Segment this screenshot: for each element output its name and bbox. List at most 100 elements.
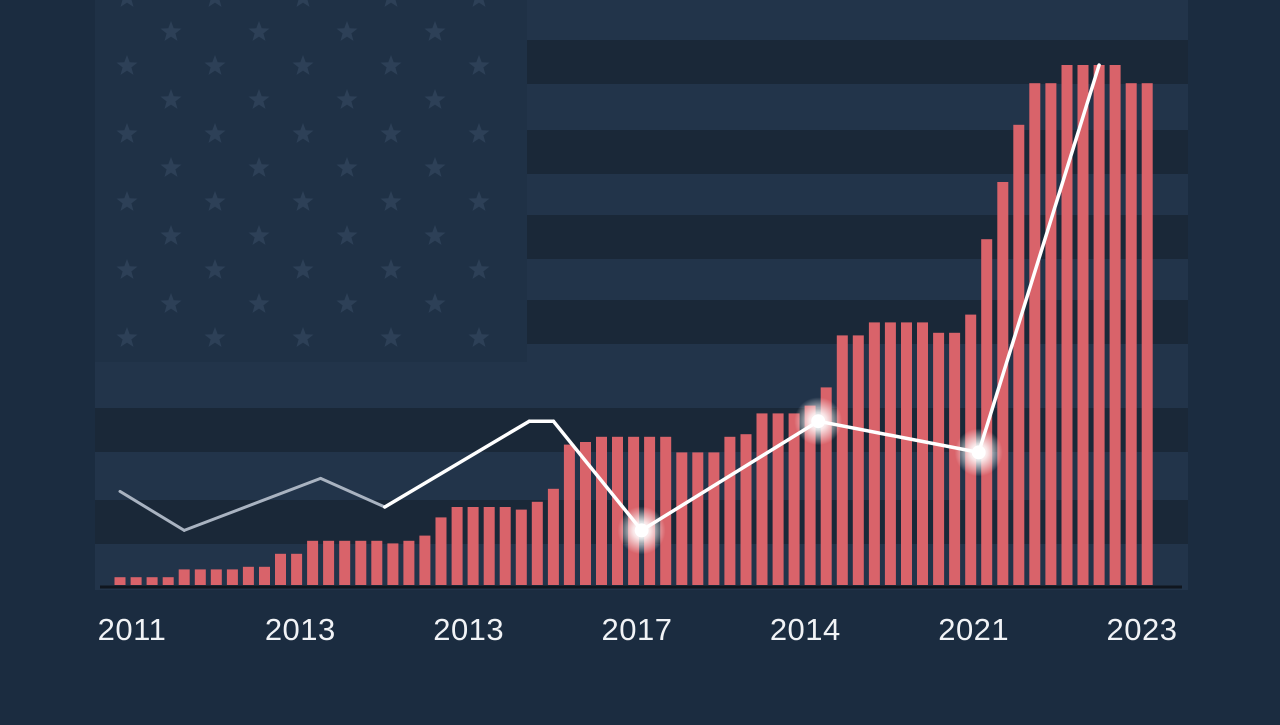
bar [997,182,1009,585]
line-segment [182,476,323,532]
bar [563,444,575,585]
flag-star [292,55,314,75]
flag-star [468,327,490,347]
flag-star [292,123,314,143]
bar [1109,65,1121,585]
line-segment [383,419,532,509]
flag-star [296,0,310,7]
bar [275,553,286,585]
line-segment [118,489,186,532]
x-tick-label: 2014 [769,612,841,647]
bar [676,452,688,585]
flag-star [204,55,226,75]
bar [772,413,784,585]
bar [1141,83,1153,585]
flag-star [468,55,490,75]
bar [804,405,816,585]
flag-star [380,191,402,211]
flag-star [116,259,138,279]
flag-stripe [527,130,1188,174]
flag-star [380,55,402,75]
bar [740,434,752,585]
flag-star [336,157,358,177]
flag-star [424,225,446,245]
bar [596,436,607,585]
flag-star [204,123,226,143]
flag-star [248,225,270,245]
bar [162,577,174,585]
bar [1125,83,1137,585]
bar [114,577,126,585]
bar [724,436,736,585]
bar [515,509,527,585]
bar [1013,124,1025,586]
flag-star [380,123,402,143]
flag-star [292,191,314,211]
flag-star [248,293,270,313]
bar [499,507,511,585]
flag-star [116,123,138,143]
bar [692,452,704,585]
flag-star [424,89,446,109]
bar [1093,65,1105,585]
bar [1061,65,1073,585]
bar [788,413,800,585]
x-tick-label: 2023 [1106,612,1178,647]
bar [194,569,206,585]
flag-star [468,123,490,143]
flag-star [208,0,222,7]
flag-star [384,0,398,7]
line-segment [639,419,820,533]
flag-star [120,0,134,7]
flag-star [380,259,402,279]
flag-stripe [527,215,1188,259]
bar [146,577,158,585]
flag-star [424,293,446,313]
bar [451,507,463,585]
highlight-point [971,445,986,460]
line-segment [816,419,981,455]
bar [339,540,351,585]
bar [291,553,303,585]
bar [949,332,961,585]
bar [419,535,431,585]
highlight-point [634,523,649,538]
flag-star [248,89,270,109]
flag-star [204,259,226,279]
x-tick-label: 2013 [433,612,505,647]
flag-star [248,157,270,177]
bar [355,540,367,585]
bar [612,436,623,585]
line-segment [976,63,1101,455]
flag-star [336,225,358,245]
bar [531,501,543,585]
bar [387,543,399,585]
bar [852,335,864,585]
bar [547,488,559,585]
bar [323,540,335,585]
bar [226,569,238,585]
line-segment [319,476,387,509]
bar [901,322,912,585]
flag-star [160,21,182,41]
bar [467,507,479,585]
flag-star [292,259,314,279]
flag-star [204,327,226,347]
bar [178,569,190,585]
bar [708,452,720,585]
flag-star [116,191,138,211]
flag-canton [95,0,527,362]
bar [868,322,880,585]
x-tick-label: 2011 [97,612,167,647]
flag-star [160,157,182,177]
flag-star [468,259,490,279]
bar [1045,83,1057,585]
flag-star [160,293,182,313]
bar [210,569,222,585]
flag-star [160,89,182,109]
flag-star [468,191,490,211]
bar [981,239,993,585]
flag-star [116,327,138,347]
bar [660,436,672,585]
